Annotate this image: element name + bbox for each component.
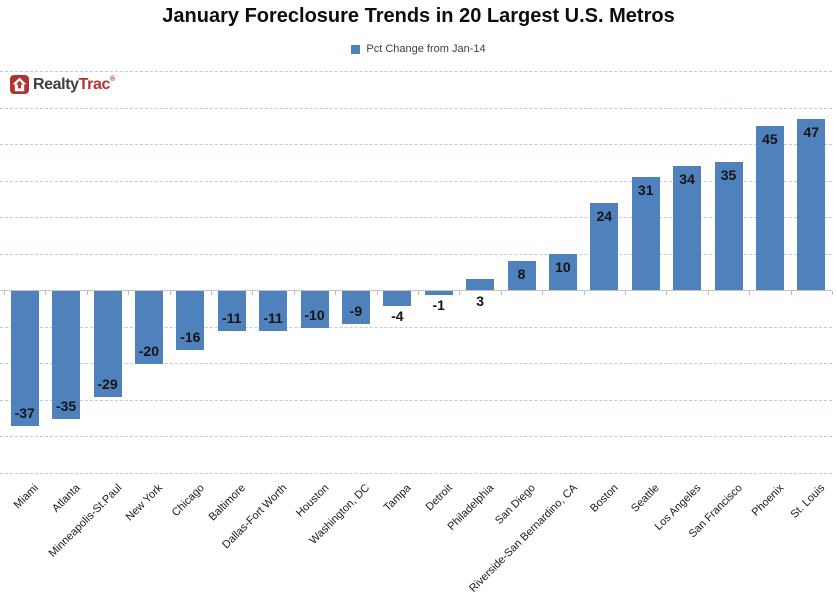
category-label-text: Seattle: [629, 482, 663, 515]
gridline--10: [0, 326, 832, 328]
bar-Houston: [300, 291, 329, 328]
bar-St. Louis: [797, 118, 826, 291]
axis-tick: [542, 291, 544, 296]
realtytrac-logo: RealtyTrac®: [10, 75, 115, 94]
category-label-text: Miami: [11, 482, 42, 512]
axis-tick: [790, 291, 792, 296]
axis-tick: [45, 291, 47, 296]
value-label-St. Louis: 47: [803, 123, 820, 140]
axis-tick: [4, 291, 5, 296]
category-label-text: St. Louis: [789, 482, 828, 521]
bar-Miami: [10, 291, 39, 427]
value-label-Seattle: 31: [637, 181, 654, 198]
value-label-Chicago: -16: [180, 328, 201, 345]
axis-tick: [749, 291, 751, 296]
axis-tick: [625, 291, 626, 296]
value-label-Riverside-San Bernardino, CA: 10: [555, 258, 571, 275]
category-label-text: Baltimore: [206, 482, 249, 524]
bar-Chicago: [176, 291, 205, 350]
value-label-Boston: 24: [596, 207, 613, 224]
value-label-New York: -20: [138, 343, 159, 360]
axis-tick: [666, 291, 668, 296]
realtytrac-logo-text: RealtyTrac®: [33, 76, 115, 93]
value-label-Baltimore: -11: [221, 310, 242, 327]
axis-tick: [707, 291, 709, 296]
x-axis-line: [0, 290, 832, 292]
gridline--20: [0, 363, 832, 365]
legend-label: Pct Change from Jan-14: [366, 43, 486, 55]
axis-tick: [128, 291, 130, 296]
value-label-Los Angeles: 34: [679, 171, 695, 188]
bar-Dallas-Fort Worth: [259, 291, 288, 332]
gridline--30: [0, 399, 832, 401]
bar-San Diego: [507, 261, 536, 291]
axis-tick: [500, 291, 502, 296]
gridline-60: [0, 71, 832, 72]
bar-Riverside-San Bernardino, CA: [548, 253, 577, 291]
chart-legend: Pct Change from Jan-14: [0, 43, 837, 55]
bar-Minneapolis-St.Paul: [93, 291, 122, 398]
axis-tick: [459, 291, 461, 296]
bar-New York: [134, 291, 163, 365]
legend-swatch-icon: [351, 44, 361, 54]
category-label-text: Minneapolis-St.Paul: [46, 482, 124, 560]
value-label-Miami: -37: [14, 405, 35, 422]
value-label-Philadelphia: 3: [476, 293, 484, 310]
bar-Baltimore: [217, 291, 246, 332]
category-label-text: Houston: [293, 482, 331, 520]
bar-Tampa: [383, 291, 412, 306]
bar-Philadelphia: [466, 279, 495, 291]
bar-Boston: [590, 202, 619, 291]
gridline-20: [0, 217, 832, 219]
value-label-San Diego: 8: [517, 266, 526, 283]
value-label-Tampa: -4: [391, 307, 404, 324]
category-label-text: Atlanta: [49, 482, 83, 515]
category-label-text: Tampa: [381, 482, 414, 514]
value-label-Dallas-Fort Worth: -11: [263, 310, 283, 327]
bar-Los Angeles: [673, 166, 702, 291]
bar-San Francisco: [714, 162, 743, 291]
value-label-San Francisco: 35: [720, 167, 737, 184]
bar-Phoenix: [755, 125, 784, 291]
axis-tick: [583, 291, 585, 296]
category-label-text: New York: [124, 482, 166, 524]
axis-tick: [211, 291, 212, 296]
gridline-50: [0, 107, 832, 109]
value-label-Phoenix: 45: [762, 130, 778, 147]
gridline-40: [0, 144, 832, 146]
gridline-30: [0, 180, 832, 182]
category-label-text: San Diego: [493, 482, 538, 527]
category-label-text: Phoenix: [749, 482, 787, 519]
category-label-text: Detroit: [423, 482, 456, 514]
category-label-text: Chicago: [169, 482, 207, 520]
axis-tick: [169, 291, 171, 296]
category-label-text: Boston: [588, 482, 621, 515]
axis-tick: [376, 291, 378, 296]
chart-title: January Foreclosure Trends in 20 Largest…: [162, 5, 675, 27]
realtytrac-house-icon: [10, 75, 29, 94]
value-label-Houston: -10: [304, 306, 325, 323]
axis-tick: [293, 291, 295, 296]
axis-tick: [86, 291, 88, 296]
bar-Washington, DC: [341, 291, 370, 325]
axis-tick: [335, 291, 337, 296]
value-label-Washington, DC: -9: [349, 303, 363, 320]
gridline--40: [0, 436, 832, 438]
axis-tick: [832, 291, 833, 296]
bar-Seattle: [631, 176, 660, 291]
value-label-Atlanta: -35: [55, 398, 77, 415]
value-label-Detroit: -1: [432, 296, 445, 313]
gridline-10: [0, 253, 832, 255]
gridline--50: [0, 473, 832, 474]
value-label-Minneapolis-St.Paul: -29: [97, 376, 118, 393]
axis-tick: [252, 291, 254, 296]
bar-Detroit: [424, 291, 453, 295]
bar-Atlanta: [52, 291, 81, 420]
axis-tick: [418, 291, 419, 296]
